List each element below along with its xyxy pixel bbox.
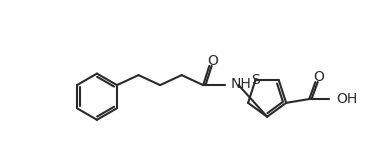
Text: S: S: [251, 73, 260, 87]
Text: O: O: [207, 54, 218, 68]
Text: NH: NH: [231, 77, 252, 91]
Text: O: O: [313, 71, 324, 84]
Text: OH: OH: [336, 92, 357, 106]
